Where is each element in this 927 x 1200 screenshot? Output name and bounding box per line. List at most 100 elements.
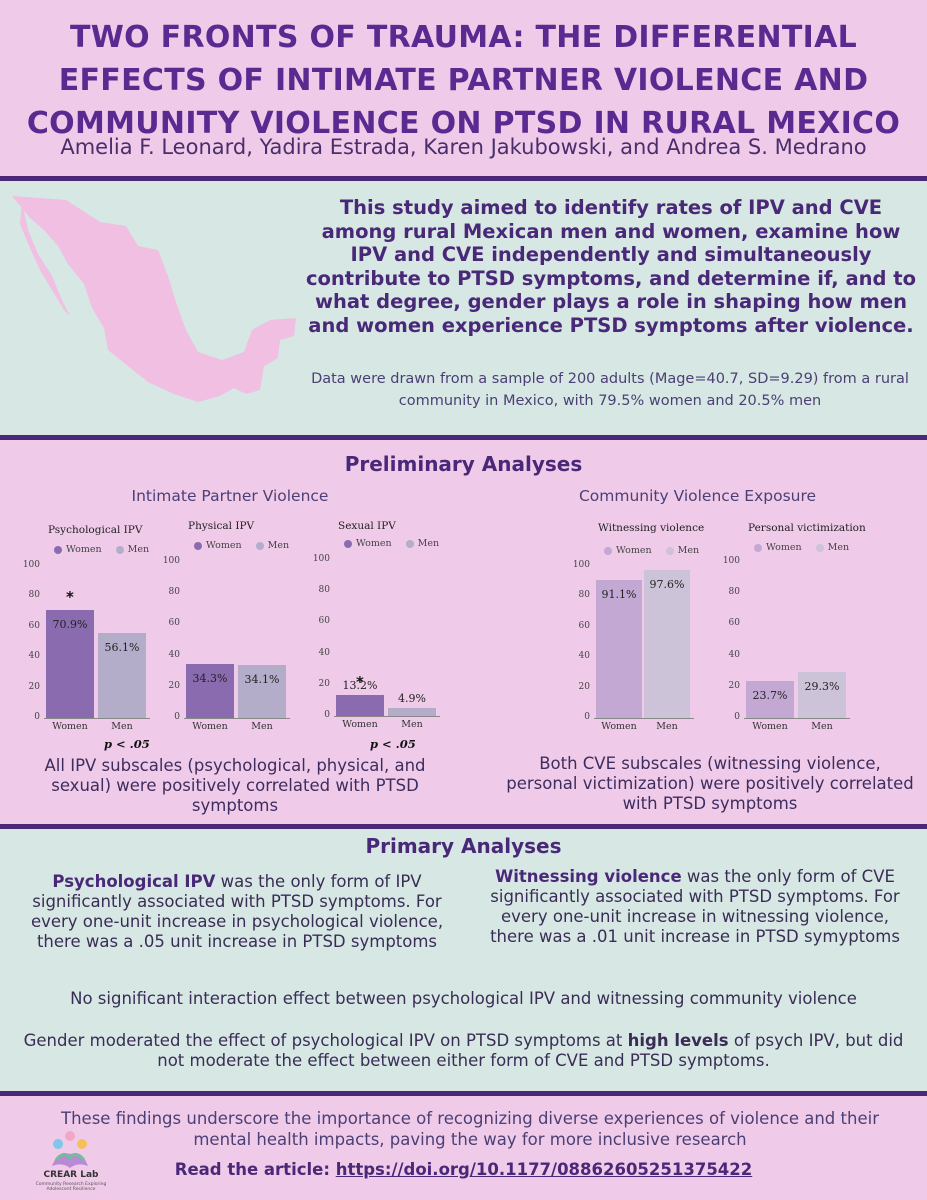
divider: [0, 1091, 927, 1096]
y-tick-label: 20: [578, 681, 590, 692]
legend-swatch: [815, 543, 824, 552]
y-tick-label: 100: [22, 560, 40, 570]
witnessing-finding: Witnessing violence was the only form of…: [480, 867, 910, 947]
y-tick-label: 80: [168, 587, 180, 598]
x-axis: [594, 718, 694, 719]
bar-value-label: 91.1%: [601, 587, 637, 601]
bar: [238, 664, 286, 718]
x-axis: [744, 718, 850, 719]
y-tick-label: 100: [722, 556, 740, 566]
footer-band: [0, 1096, 927, 1200]
x-axis: [44, 718, 150, 719]
preliminary-heading: Preliminary Analyses: [344, 452, 583, 476]
significance-star: *: [66, 588, 74, 607]
divider: [0, 176, 927, 181]
y-tick-label: 40: [28, 651, 40, 662]
legend-label: Women: [616, 545, 652, 556]
primary-heading: Primary Analyses: [365, 834, 562, 858]
psych-ipv-finding: Psychological IPV was the only form of I…: [22, 872, 452, 952]
significance-star: *: [356, 673, 364, 692]
logo-subtitle: Community Research Exploring Adolescent …: [35, 1182, 107, 1192]
doi-link[interactable]: https://doi.org/10.1177/0886260525137542…: [335, 1160, 753, 1179]
bar-value-label: 34.3%: [192, 672, 228, 686]
bar-value-label: 56.1%: [104, 640, 140, 654]
x-axis: [184, 718, 290, 719]
bar: [46, 610, 94, 718]
header-band: [0, 0, 927, 178]
divider: [0, 824, 927, 829]
conclusion: These findings underscore the importance…: [61, 1109, 879, 1149]
y-tick-label: 20: [168, 680, 180, 691]
chart-legend: Women Men: [344, 538, 449, 549]
bar: [596, 579, 642, 718]
p-value-note: p < .05: [104, 737, 150, 751]
chart-legend: Women Men: [604, 545, 709, 556]
legend-swatch: [115, 545, 124, 554]
bar: [336, 695, 384, 716]
psych-ipv-term: Psychological IPV: [52, 872, 216, 891]
gender-finding: Gender moderated the effect of psycholog…: [20, 1031, 907, 1071]
read-label: Read the article:: [174, 1160, 336, 1179]
psych-ipv-text: was the only form of IPV significantly a…: [30, 872, 444, 951]
legend-label: Women: [66, 544, 102, 555]
interaction-finding: No significant interaction effect betwee…: [70, 989, 857, 1008]
x-tick-label: Men: [656, 721, 678, 732]
y-tick-label: 60: [728, 618, 740, 629]
bar: [746, 681, 794, 718]
y-tick-label: 0: [324, 710, 330, 720]
legend-swatch: [665, 546, 674, 555]
y-tick-label: 80: [318, 585, 330, 596]
x-tick-label: Women: [342, 719, 378, 730]
chart-legend: Women Men: [194, 540, 299, 551]
legend-label: Men: [127, 544, 150, 555]
read-article: Read the article: https://doi.org/10.117…: [0, 1160, 927, 1179]
x-tick-label: Men: [401, 719, 423, 730]
x-tick-label: Women: [752, 721, 788, 732]
legend-swatch: [255, 541, 264, 550]
chart-title: Witnessing violence: [598, 522, 705, 534]
y-tick-label: 80: [578, 590, 590, 601]
y-tick-label: 60: [168, 618, 180, 629]
legend-swatch: [54, 545, 62, 554]
legend-label: Women: [206, 540, 242, 551]
gender-emphasis: high levels: [627, 1031, 729, 1050]
legend-label: Men: [267, 540, 290, 551]
chart-title: Psychological IPV: [48, 524, 143, 536]
bar: [798, 672, 846, 718]
cve-caption: Both CVE subscales (witnessing violence,…: [506, 754, 914, 813]
bar-value-label: 29.3%: [804, 680, 840, 694]
y-tick-label: 100: [162, 556, 180, 566]
primary-band: [0, 829, 927, 1091]
y-tick-label: 80: [728, 587, 740, 598]
p-value-note: p < .05: [370, 737, 416, 751]
chart-legend: Women Men: [54, 544, 159, 555]
x-axis: [334, 716, 440, 717]
y-tick-label: 60: [578, 620, 590, 631]
poster-title: TWO FRONTS OF TRAUMA: THE DIFFERENTIAL E…: [26, 20, 901, 141]
ipv-caption: All IPV subscales (psychological, physic…: [44, 756, 426, 815]
y-tick-label: 20: [28, 681, 40, 692]
mexico-map-icon: [12, 196, 296, 402]
y-tick-label: 60: [318, 616, 330, 627]
legend-label: Women: [356, 538, 392, 549]
study-aim: This study aimed to identify rates of IP…: [305, 196, 917, 337]
y-tick-label: 20: [728, 680, 740, 691]
legend-label: Men: [827, 542, 850, 553]
x-tick-label: Women: [601, 721, 637, 732]
x-tick-label: Men: [811, 721, 833, 732]
gender-text-b: of psych IPV, but did not moderate the e…: [157, 1031, 904, 1070]
gender-text-a: Gender moderated the effect of psycholog…: [23, 1031, 628, 1050]
ipv-subheading: Intimate Partner Violence: [131, 487, 329, 505]
x-tick-label: Women: [192, 721, 228, 732]
logo-name: CREAR Lab: [43, 1170, 99, 1180]
chart-title: Sexual IPV: [338, 520, 396, 532]
y-tick-label: 80: [28, 590, 40, 601]
y-tick-label: 40: [318, 647, 330, 658]
y-tick-label: 0: [174, 712, 180, 722]
legend-label: Men: [677, 545, 700, 556]
preliminary-band: [0, 440, 927, 824]
y-tick-label: 0: [34, 712, 40, 722]
chart-legend: Women Men: [754, 542, 859, 553]
chart-title: Personal victimization: [748, 522, 866, 534]
legend-swatch: [344, 539, 352, 548]
